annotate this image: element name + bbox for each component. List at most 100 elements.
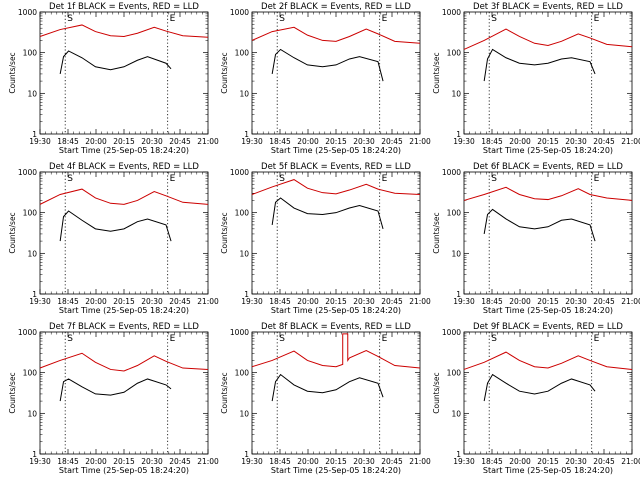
y-axis-label: Counts/sec [8, 212, 17, 253]
x-axis-label: Start Time (25-Sep-05 18:24:20) [59, 306, 189, 315]
e-marker-label: E [382, 334, 388, 344]
x-axis-label: Start Time (25-Sep-05 18:24:20) [271, 306, 401, 315]
s-marker-label: S [67, 174, 73, 184]
plot-title: Det 1f BLACK = Events, RED = LLD [49, 2, 199, 12]
x-tick-label: 20:00 [297, 137, 319, 146]
y-tick-label: 1 [456, 130, 461, 139]
y-axis-label: Counts/sec [432, 212, 441, 253]
x-tick-label: 20:00 [85, 457, 107, 466]
x-tick-label: 21:00 [621, 137, 640, 146]
y-tick-label: 1 [244, 450, 249, 459]
s-marker-label: S [491, 334, 497, 344]
x-tick-label: 20:45 [169, 457, 191, 466]
lld-series-line [251, 179, 421, 195]
x-tick-label: 20:30 [353, 297, 375, 306]
s-marker-label: S [279, 174, 285, 184]
y-axis-label: Counts/sec [8, 52, 17, 93]
detector-plot-6: Det 6f BLACK = Events, RED = LLD 1 10 100 10… [432, 162, 640, 315]
x-tick-label: 20:00 [509, 297, 531, 306]
events-series-line [483, 48, 596, 82]
events-series-line [59, 50, 172, 75]
x-axis-label: Start Time (25-Sep-05 18:24:20) [483, 146, 613, 155]
x-tick-label: 20:30 [353, 457, 375, 466]
x-tick-label: 19:30 [241, 457, 263, 466]
x-axis-label: Start Time (25-Sep-05 18:24:20) [271, 146, 401, 155]
plot-frame [39, 171, 209, 295]
x-tick-label: 20:45 [169, 297, 191, 306]
x-tick-label: 20:45 [381, 137, 403, 146]
y-axis-label: Counts/sec [8, 372, 17, 413]
y-tick-label: 1 [32, 450, 37, 459]
y-tick-label: 10 [239, 409, 249, 418]
x-tick-label: 19:30 [241, 297, 263, 306]
x-tick-label: 18:45 [57, 137, 79, 146]
y-tick-label: 10 [451, 89, 461, 98]
x-tick-label: 20:15 [537, 137, 559, 146]
plot-title: Det 7f BLACK = Events, RED = LLD [49, 322, 199, 332]
events-series-line [483, 208, 596, 242]
y-tick-label: 10 [239, 89, 249, 98]
lld-series-line [463, 351, 633, 370]
plot-frame [39, 331, 209, 455]
y-tick-label: 1000 [230, 8, 249, 17]
y-tick-label: 100 [23, 209, 38, 218]
x-tick-label: 20:45 [593, 457, 615, 466]
x-tick-label: 21:00 [197, 297, 219, 306]
y-axis-label: Counts/sec [432, 372, 441, 413]
x-tick-label: 20:30 [565, 137, 587, 146]
x-axis-label: Start Time (25-Sep-05 18:24:20) [59, 466, 189, 475]
detector-plot-1: Det 1f BLACK = Events, RED = LLD 1 10 100 10… [8, 2, 219, 155]
y-tick-label: 1 [244, 130, 249, 139]
events-series-line [59, 378, 172, 402]
x-tick-label: 21:00 [409, 457, 431, 466]
x-tick-label: 20:45 [593, 137, 615, 146]
plot-title: Det 4f BLACK = Events, RED = LLD [49, 162, 199, 172]
plot-frame [39, 11, 209, 135]
x-tick-label: 20:30 [141, 457, 163, 466]
y-tick-label: 1 [32, 130, 37, 139]
x-tick-label: 20:15 [325, 297, 347, 306]
y-tick-label: 10 [27, 89, 37, 98]
y-tick-label: 10 [239, 249, 249, 258]
x-tick-label: 20:45 [169, 137, 191, 146]
x-tick-label: 20:45 [381, 457, 403, 466]
plot-title: Det 8f BLACK = Events, RED = LLD [261, 322, 411, 332]
e-marker-label: E [170, 334, 176, 344]
detector-plot-9: Det 9f BLACK = Events, RED = LLD 1 10 100 10… [432, 322, 640, 475]
y-tick-label: 100 [23, 369, 38, 378]
y-tick-label: 100 [447, 369, 462, 378]
x-axis-label: Start Time (25-Sep-05 18:24:20) [483, 306, 613, 315]
x-tick-label: 21:00 [197, 137, 219, 146]
y-tick-label: 1000 [18, 8, 37, 17]
y-tick-label: 100 [23, 49, 38, 58]
y-axis-label: Counts/sec [220, 212, 229, 253]
y-tick-label: 100 [447, 49, 462, 58]
plot-frame [463, 171, 633, 295]
x-tick-label: 20:00 [509, 137, 531, 146]
x-tick-label: 18:45 [269, 457, 291, 466]
y-tick-label: 10 [27, 249, 37, 258]
lld-series-line [39, 24, 209, 38]
y-tick-label: 1000 [230, 168, 249, 177]
plot-title: Det 3f BLACK = Events, RED = LLD [473, 2, 623, 12]
x-tick-label: 20:30 [353, 137, 375, 146]
s-marker-label: S [67, 14, 73, 24]
lld-series-line [251, 26, 421, 44]
x-tick-label: 20:30 [141, 297, 163, 306]
x-tick-label: 20:45 [381, 297, 403, 306]
x-tick-label: 19:30 [29, 297, 51, 306]
x-tick-label: 20:30 [141, 137, 163, 146]
x-tick-label: 20:00 [297, 457, 319, 466]
y-tick-label: 100 [447, 209, 462, 218]
x-tick-label: 20:00 [85, 137, 107, 146]
x-tick-label: 19:30 [29, 457, 51, 466]
x-tick-label: 20:15 [113, 457, 135, 466]
detector-plot-5: Det 5f BLACK = Events, RED = LLD 1 10 100 10… [220, 162, 431, 315]
x-tick-label: 20:00 [297, 297, 319, 306]
x-tick-label: 19:30 [29, 137, 51, 146]
y-tick-label: 1 [456, 290, 461, 299]
plot-title: Det 6f BLACK = Events, RED = LLD [473, 162, 623, 172]
x-tick-label: 20:00 [509, 457, 531, 466]
s-marker-label: S [491, 174, 497, 184]
